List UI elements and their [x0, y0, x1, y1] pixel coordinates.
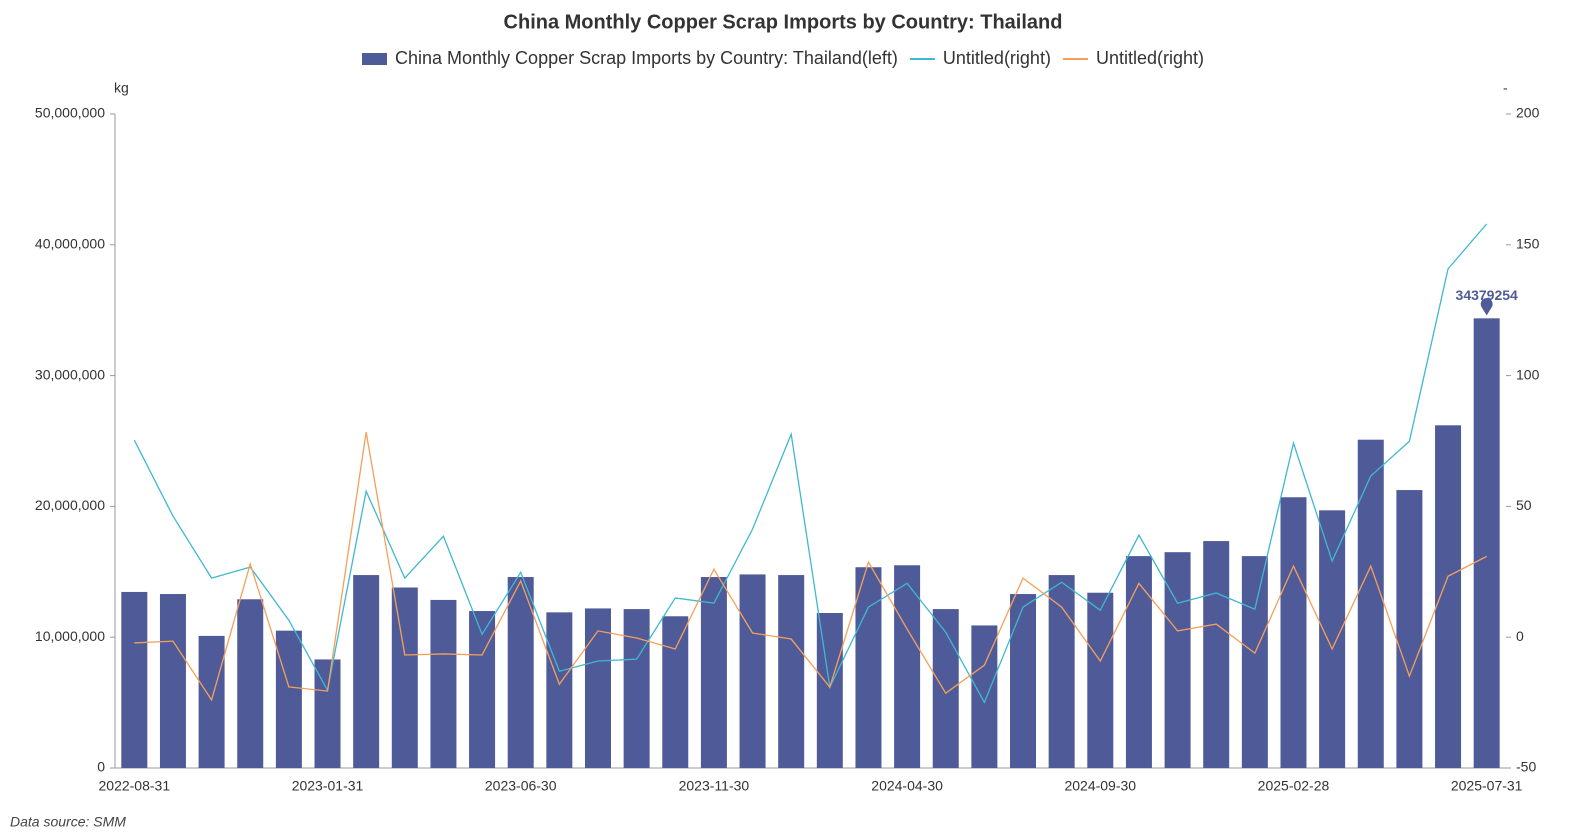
bar	[198, 635, 225, 768]
y-tick-label: 50,000,000	[35, 105, 105, 121]
bar	[237, 599, 264, 768]
bar	[1087, 592, 1114, 768]
y-tick-label: 30,000,000	[35, 366, 105, 382]
legend-label: Untitled(right)	[943, 48, 1051, 68]
bar	[1319, 510, 1346, 768]
bar	[353, 575, 380, 768]
legend-label: China Monthly Copper Scrap Imports by Co…	[395, 48, 898, 68]
chart-title: China Monthly Copper Scrap Imports by Co…	[504, 11, 1063, 33]
x-tick-label: 2025-02-28	[1258, 778, 1330, 794]
y2-tick-label: 150	[1516, 236, 1540, 252]
bar	[1241, 556, 1268, 768]
y-tick-label: 40,000,000	[35, 236, 105, 252]
y2-unit: -	[1503, 80, 1508, 96]
bar	[1357, 439, 1384, 768]
y2-tick-label: 100	[1516, 366, 1540, 382]
y-unit: kg	[114, 80, 129, 96]
bar	[584, 608, 611, 768]
bar	[894, 565, 921, 768]
x-tick-label: 2023-01-31	[292, 778, 364, 794]
bar	[1164, 552, 1191, 768]
legend-swatch	[362, 53, 387, 65]
line	[134, 431, 1487, 702]
bar	[1048, 575, 1075, 768]
bar	[623, 609, 650, 768]
bar	[700, 577, 727, 768]
x-tick-label: 2024-04-30	[871, 778, 943, 794]
bar	[275, 630, 302, 768]
bar	[1203, 541, 1230, 768]
x-tick-label: 2023-11-30	[679, 778, 750, 794]
y-tick-label: 10,000,000	[35, 628, 105, 644]
line	[133, 223, 1488, 704]
bar	[430, 599, 457, 768]
y-tick-label: 0	[97, 759, 105, 775]
y2-tick-label: 200	[1516, 105, 1540, 121]
bar	[739, 574, 766, 768]
bar	[507, 577, 534, 768]
bar	[855, 567, 882, 768]
max-pin	[1480, 298, 1493, 316]
y2-tick-label: -50	[1516, 759, 1536, 775]
bar	[1280, 497, 1307, 768]
bar	[159, 594, 186, 768]
bar	[662, 616, 689, 768]
value-label: 34379254	[1456, 287, 1519, 303]
y2-tick-label: 50	[1516, 497, 1532, 513]
x-tick-label: 2024-09-30	[1064, 778, 1136, 794]
bar	[932, 609, 959, 768]
bar	[1125, 556, 1152, 768]
x-tick-label: 2023-06-30	[485, 778, 557, 794]
y-tick-label: 20,000,000	[35, 497, 105, 513]
bar	[1435, 425, 1462, 768]
x-tick-label: 2022-08-31	[99, 778, 171, 794]
bar	[391, 587, 418, 768]
x-tick-label: 2025-07-31	[1451, 778, 1523, 794]
bar	[778, 575, 805, 768]
bar	[546, 612, 573, 768]
y2-tick-label: 0	[1516, 628, 1524, 644]
bar	[1473, 318, 1500, 768]
source: Data source: SMM	[10, 814, 126, 830]
bar	[816, 613, 843, 768]
bar	[121, 591, 148, 768]
bar	[1010, 594, 1037, 768]
bar	[971, 625, 998, 768]
bar	[314, 659, 341, 768]
bar	[1396, 490, 1423, 768]
legend-label: Untitled(right)	[1096, 48, 1204, 68]
